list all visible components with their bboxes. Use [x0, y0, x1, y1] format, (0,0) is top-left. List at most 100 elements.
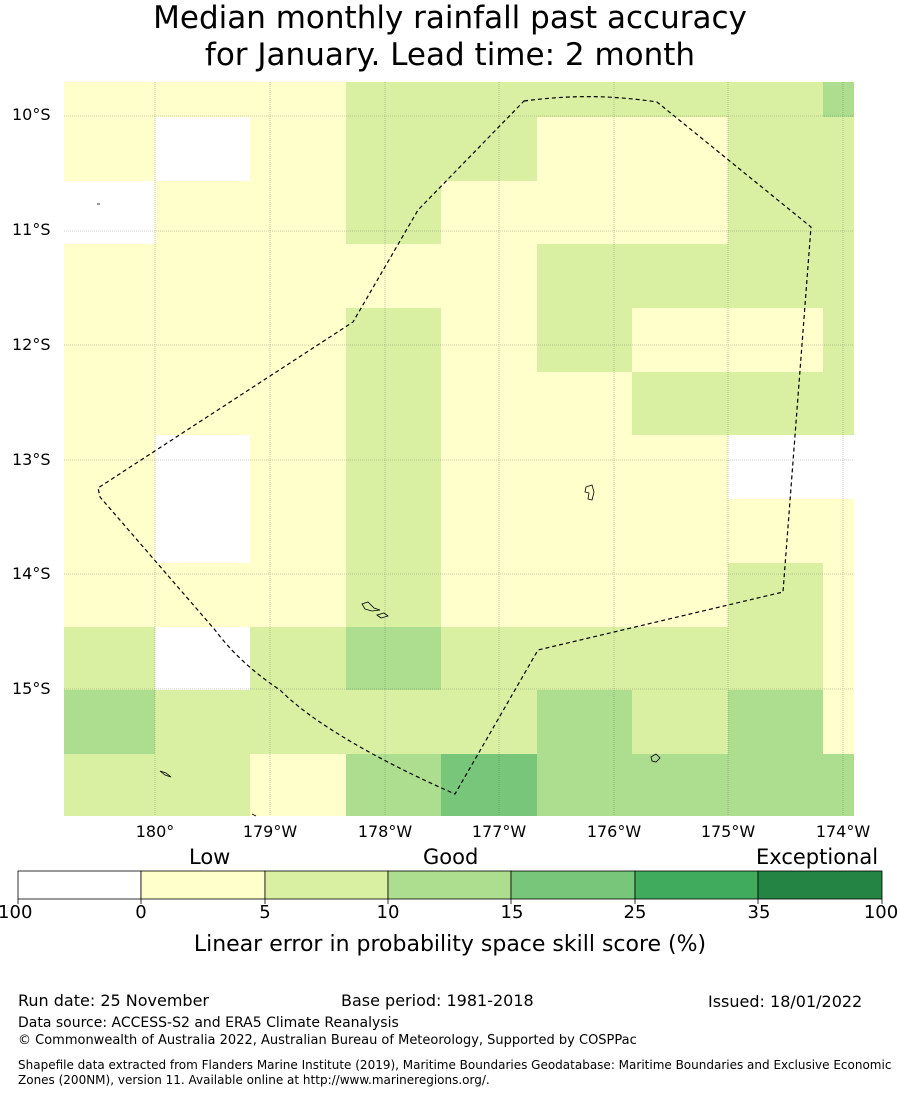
- skill-cell: [537, 563, 632, 627]
- skill-cell: [537, 627, 632, 690]
- skill-cell: [632, 117, 728, 181]
- skill-cell: [250, 627, 346, 690]
- tick-label: 35: [747, 902, 771, 923]
- island-coastline: [376, 612, 389, 619]
- skill-cell: [441, 308, 537, 372]
- skill-cell: [537, 499, 632, 563]
- skill-cell: [441, 563, 537, 627]
- island-coastline: [251, 813, 257, 817]
- skill-cell: [346, 754, 441, 816]
- skill-cell: [64, 627, 155, 690]
- category-exceptional: Exceptional: [756, 845, 879, 869]
- skill-cell: [155, 435, 250, 499]
- skill-cell: [155, 754, 250, 816]
- lat-label: 12°S: [12, 335, 51, 354]
- skill-cell: [155, 627, 250, 690]
- copyright: © Commonwealth of Australia 2022, Austra…: [18, 1033, 637, 1048]
- skill-cell: [728, 181, 823, 244]
- skill-cell: [250, 82, 346, 117]
- skill-cell: [728, 372, 823, 435]
- skill-cell: [64, 372, 155, 435]
- map-title: Median monthly rainfall past accuracy fo…: [0, 0, 900, 74]
- colorbar-segment: [140, 870, 266, 900]
- skill-cell: [441, 499, 537, 563]
- skill-cell: [155, 372, 250, 435]
- skill-cell: [632, 754, 728, 816]
- skill-cell: [823, 754, 854, 816]
- skill-cell: [346, 627, 441, 690]
- skill-cell: [250, 563, 346, 627]
- skill-cell: [823, 82, 854, 117]
- skill-cell: [823, 563, 854, 627]
- skill-cell: [537, 308, 632, 372]
- skill-cell: [250, 372, 346, 435]
- skill-cell: [250, 181, 346, 244]
- run-date: Run date: 25 November: [18, 991, 209, 1010]
- skill-cell: [632, 627, 728, 690]
- skill-cell: [823, 181, 854, 244]
- skill-cell: [155, 499, 250, 563]
- skill-cell: [823, 690, 854, 754]
- skill-cell: [346, 372, 441, 435]
- skill-cell: [155, 308, 250, 372]
- skill-cell: [346, 563, 441, 627]
- skill-cell: [441, 372, 537, 435]
- coastlines: [97, 203, 661, 817]
- skill-cell: [823, 499, 854, 563]
- skill-cell: [823, 372, 854, 435]
- island-coastline: [650, 753, 661, 763]
- skill-cell: [632, 690, 728, 754]
- skill-cell: [346, 499, 441, 563]
- colorbar-segment: [510, 870, 636, 900]
- skill-cell: [728, 563, 823, 627]
- skill-cell: [155, 82, 250, 117]
- skill-cell: [632, 499, 728, 563]
- lon-label: 178°W: [357, 822, 413, 841]
- tick-label: 100: [863, 902, 899, 923]
- tick-label: 15: [500, 902, 524, 923]
- skill-cell: [346, 82, 441, 117]
- shapefile-credit: Shapefile data extracted from Flanders M…: [18, 1058, 892, 1087]
- skill-cell: [823, 627, 854, 690]
- lon-label: 176°W: [586, 822, 642, 841]
- skill-cell: [250, 754, 346, 816]
- colorbar-segment: [264, 870, 389, 900]
- lat-label: 14°S: [12, 564, 51, 583]
- tick-label: 5: [259, 902, 271, 923]
- skill-cell: [250, 435, 346, 499]
- tick-label: 0: [135, 902, 147, 923]
- skill-cell: [537, 181, 632, 244]
- lat-label: 15°S: [12, 679, 51, 698]
- skill-cell: [728, 499, 823, 563]
- base-period: Base period: 1981-2018: [341, 991, 534, 1010]
- skill-cell: [537, 82, 632, 117]
- skill-cell: [441, 435, 537, 499]
- skill-cell: [64, 181, 155, 244]
- skill-cell: [537, 244, 632, 308]
- skill-cell: [728, 435, 823, 499]
- colorbar-segment: [17, 870, 142, 900]
- graticule: [64, 82, 854, 816]
- tick-label: 25: [623, 902, 647, 923]
- skill-cell: [346, 308, 441, 372]
- data-source: Data source: ACCESS-S2 and ERA5 Climate …: [18, 1015, 399, 1031]
- skill-cell: [728, 754, 823, 816]
- island-coastline: [159, 770, 172, 778]
- tick-label: 10: [376, 902, 400, 923]
- skill-cell: [64, 690, 155, 754]
- eez-boundary: [97, 96, 812, 795]
- skill-cell: [64, 244, 155, 308]
- skill-grid: [64, 82, 854, 816]
- lon-label: 179°W: [242, 822, 298, 841]
- skill-cell: [155, 244, 250, 308]
- colorbar-segment: [757, 870, 883, 900]
- title-line-1: Median monthly rainfall past accuracy: [153, 0, 747, 36]
- skill-cell: [632, 82, 728, 117]
- skill-cell: [823, 308, 854, 372]
- skill-cell: [250, 499, 346, 563]
- skill-cell: [250, 244, 346, 308]
- skill-cell: [537, 754, 632, 816]
- lon-label: 174°W: [815, 822, 871, 841]
- skill-cell: [632, 181, 728, 244]
- skill-cell: [728, 82, 823, 117]
